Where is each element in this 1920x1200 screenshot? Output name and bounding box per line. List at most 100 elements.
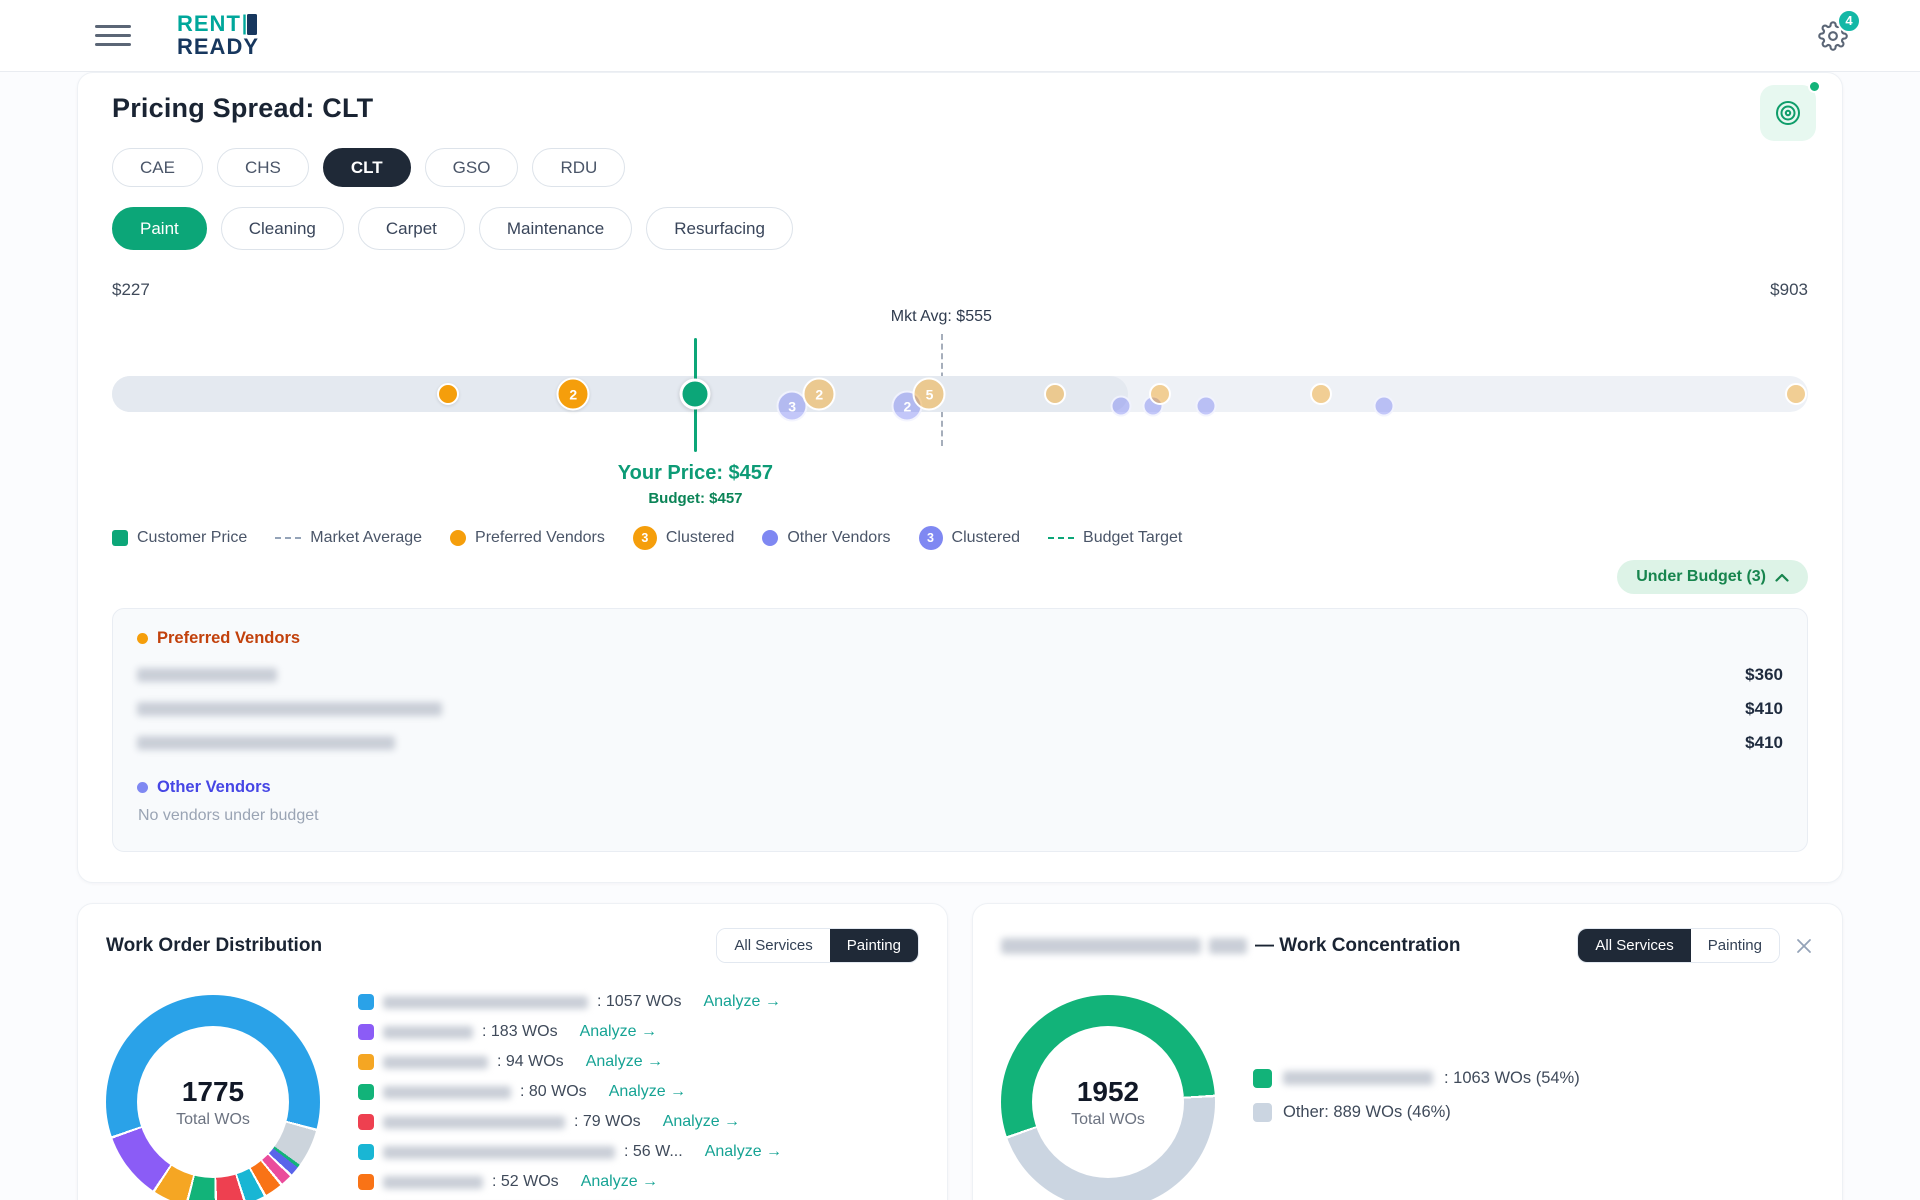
other-dot-icon	[137, 782, 148, 793]
wod-total-value: 1775	[181, 1075, 245, 1107]
legend-item: 3 Clustered	[918, 526, 1021, 550]
vendor-wo-count: : 94 WOs	[497, 1053, 564, 1070]
service-tab-maintenance[interactable]: Maintenance	[478, 207, 633, 250]
analyze-link[interactable]: Analyze →	[585, 1053, 664, 1070]
legend-label: Preferred Vendors	[475, 529, 605, 546]
customer-price-dot[interactable]	[679, 378, 711, 410]
preferred-vendor-dot[interactable]	[436, 383, 459, 405]
preferred-vendors-title: Preferred Vendors	[157, 629, 301, 647]
redacted-vendor-name	[383, 1055, 488, 1069]
work-order-legend-row: : 1057 WOs Analyze →	[358, 987, 782, 1017]
legend-item: Budget Target	[1048, 529, 1182, 547]
under-budget-vendor-panel: Preferred Vendors $360 $410 $410 Other Ven…	[112, 608, 1808, 852]
target-status-dot	[1808, 80, 1821, 93]
preferred-vendor-dot[interactable]: 5	[912, 377, 946, 411]
city-tab-clt[interactable]: CLT	[322, 148, 411, 187]
redacted-vendor-name	[137, 668, 277, 682]
work-concentration-title: — Work Concentration	[1001, 935, 1461, 957]
legend-item: Other Vendors	[762, 529, 891, 547]
notification-count-badge[interactable]: 4	[1837, 8, 1861, 33]
other-vendor-dot[interactable]	[1373, 395, 1395, 417]
work-concentration-donut-chart: 1952 Total WOs	[1001, 995, 1215, 1200]
analyze-link[interactable]: Analyze →	[580, 1173, 659, 1190]
your-price-label: Your Price: $457	[617, 462, 774, 484]
work-order-legend: : 1057 WOs Analyze →: 183 WOs Analyze →: 9…	[358, 981, 782, 1200]
concentration-color-swatch	[1253, 1068, 1272, 1088]
bullseye-icon	[1776, 101, 1800, 125]
under-budget-label: Under Budget (3)	[1636, 568, 1766, 585]
analyze-link[interactable]: Analyze →	[579, 1023, 657, 1040]
page-title: Pricing Spread: CLT	[112, 93, 374, 123]
city-tab-cae[interactable]: CAE	[112, 148, 203, 187]
other-vendor-dot[interactable]	[1110, 395, 1132, 417]
concentration-color-swatch	[1253, 1102, 1272, 1122]
service-tab-paint[interactable]: Paint	[112, 207, 207, 250]
other-vendors-title: Other Vendors	[157, 778, 271, 796]
toggle-painting[interactable]: Painting	[829, 929, 918, 962]
redacted-vendor-name	[383, 1085, 511, 1099]
budget-label: Budget: $457	[648, 490, 743, 507]
other-vendor-dot[interactable]: 3	[776, 390, 808, 422]
preferred-vendor-dot[interactable]: 2	[802, 377, 836, 411]
legend-item: 3 Clustered	[632, 526, 734, 550]
service-tabs: Paint Cleaning Carpet Maintenance Resurfacin…	[112, 207, 1808, 250]
under-budget-row: Under Budget (3)	[112, 560, 1808, 594]
vendor-row: $410	[137, 692, 1783, 726]
city-tab-gso[interactable]: GSO	[424, 148, 519, 187]
close-icon[interactable]	[1794, 936, 1814, 956]
legend-label: Customer Price	[137, 529, 248, 546]
vendor-wo-count: : 80 WOs	[520, 1083, 587, 1100]
hamburger-menu-icon[interactable]	[95, 25, 131, 46]
work-order-legend-row: : 79 WOs Analyze →	[358, 1107, 782, 1137]
vendor-wo-count: : 1057 WOs	[597, 993, 682, 1010]
work-concentration-card: — Work Concentration All Services Paintin…	[972, 903, 1843, 1200]
other-vendors-empty-text: No vendors under budget	[138, 807, 319, 824]
clustered-swatch-icon: 3	[918, 526, 943, 550]
door-icon	[243, 13, 257, 35]
service-tab-cleaning[interactable]: Cleaning	[220, 207, 344, 250]
work-order-distribution-title: Work Order Distribution	[106, 934, 323, 956]
vendor-color-swatch	[358, 1114, 374, 1130]
legend-item: Customer Price	[112, 529, 247, 547]
vendor-wo-count: : 52 WOs	[492, 1173, 559, 1190]
service-tab-resurfacing[interactable]: Resurfacing	[646, 207, 793, 250]
analyze-link[interactable]: Analyze →	[608, 1083, 687, 1100]
target-button[interactable]	[1760, 80, 1821, 141]
toggle-all-services[interactable]: All Services	[717, 929, 830, 962]
logo-text-rent: RENT	[177, 11, 241, 37]
chevron-up-icon	[1775, 573, 1789, 582]
redacted-text	[1001, 937, 1201, 954]
work-concentration-legend-row: : 1063 WOs (54%)	[1253, 1068, 1580, 1088]
work-order-legend-row: : 94 WOs Analyze →	[358, 1047, 782, 1077]
analyze-link[interactable]: Analyze →	[704, 1143, 783, 1160]
work-concentration-legend-row: Other: 889 WOs (46%)	[1253, 1102, 1580, 1122]
under-budget-button[interactable]: Under Budget (3)	[1617, 560, 1808, 594]
toggle-all-services[interactable]: All Services	[1578, 929, 1691, 962]
vendor-wo-count: : 79 WOs	[574, 1113, 641, 1130]
legend-label: Clustered	[951, 529, 1021, 546]
city-tab-chs[interactable]: CHS	[216, 148, 309, 187]
page-content: Pricing Spread: CLT CAE CHS CLT GSO RDU Pain…	[0, 72, 1920, 1200]
other-vendor-dot[interactable]	[1195, 395, 1217, 417]
work-order-donut-chart: 1775 Total WOs	[106, 995, 320, 1200]
redacted-vendor-name	[383, 1145, 615, 1159]
vendor-row: $360	[137, 658, 1783, 692]
legend-label: Market Average	[310, 529, 423, 546]
preferred-vendors-swatch-icon	[450, 530, 467, 546]
legend-label: Other Vendors	[787, 529, 891, 546]
preferred-vendor-dot[interactable]	[1310, 383, 1333, 405]
vendor-price: $410	[1745, 699, 1783, 718]
analyze-link[interactable]: Analyze →	[703, 993, 781, 1010]
vendor-color-swatch	[358, 1084, 374, 1100]
preferred-vendor-dot[interactable]: 2	[556, 377, 590, 411]
preferred-vendor-dot[interactable]	[1149, 383, 1172, 405]
service-tab-carpet[interactable]: Carpet	[357, 207, 465, 250]
concentration-count: Other: 889 WOs (46%)	[1283, 1102, 1451, 1121]
redacted-vendor-name	[383, 1115, 565, 1129]
city-tab-rdu[interactable]: RDU	[532, 148, 626, 187]
preferred-vendor-dot[interactable]	[1043, 383, 1066, 405]
redacted-vendor-name	[137, 736, 395, 750]
preferred-vendor-dot[interactable]	[1785, 383, 1808, 405]
toggle-painting[interactable]: Painting	[1690, 929, 1779, 962]
analyze-link[interactable]: Analyze →	[662, 1113, 741, 1130]
